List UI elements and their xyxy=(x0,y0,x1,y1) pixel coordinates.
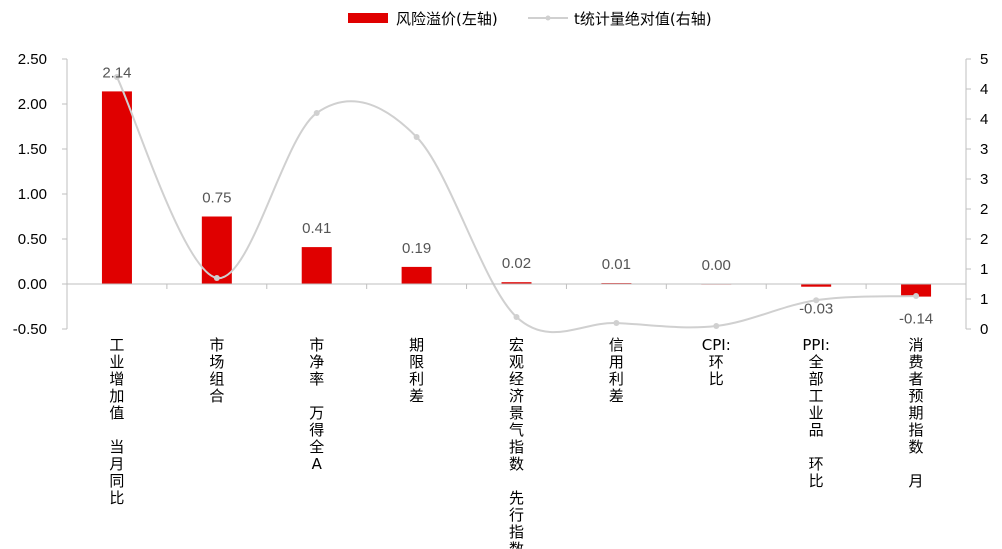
category-label: CPI:环比 xyxy=(702,336,731,388)
bar-value-label: 2.14 xyxy=(102,64,131,81)
category-label: PPI:全部工业品 环比 xyxy=(802,336,830,490)
line-point xyxy=(413,134,420,140)
line-path xyxy=(116,76,917,333)
left-axis: -0.50 0.00 0.50 1.00 1.50 2.00 2.50 xyxy=(13,51,68,338)
bar-value-label: 0.02 xyxy=(502,255,531,272)
line-point xyxy=(913,293,920,299)
bar-value-label: 0.75 xyxy=(202,190,231,207)
left-tick-label: 0.00 xyxy=(18,276,47,293)
bar-series xyxy=(101,91,932,297)
right-tick-label: 1 xyxy=(980,291,988,308)
bar-value-label: 0.00 xyxy=(702,257,731,274)
left-tick-label: 2.00 xyxy=(18,96,47,113)
legend: 风险溢价(左轴) t统计量绝对值(右轴) xyxy=(348,10,712,28)
left-tick-label: 1.00 xyxy=(18,186,47,203)
right-tick-label: 3 xyxy=(980,171,988,188)
category-label: 市场组合 xyxy=(209,336,224,405)
category-label: 工业增加值 当月同比 xyxy=(109,336,124,507)
line-point xyxy=(313,110,320,116)
right-tick-label: 2 xyxy=(980,231,988,248)
left-tick-label: -0.50 xyxy=(13,321,47,338)
category-label: 期限利差 xyxy=(409,336,424,405)
category-label: 市净率 万得全 A xyxy=(309,336,324,473)
bar xyxy=(901,284,932,297)
line-point xyxy=(613,320,620,326)
line-point xyxy=(113,74,120,80)
line-point xyxy=(513,314,520,320)
right-tick-label: 1 xyxy=(980,261,988,278)
bar xyxy=(301,247,332,284)
right-tick-label: 4 xyxy=(980,81,988,98)
left-tick-label: 1.50 xyxy=(18,141,47,158)
left-tick-label: 2.50 xyxy=(18,51,47,68)
bar-value-label: 0.01 xyxy=(602,256,631,273)
right-tick-label: 3 xyxy=(980,141,988,158)
data-labels: 2.14 0.75 0.41 0.19 0.02 0.01 0.00 -0.03 -0.14 xyxy=(102,64,933,327)
right-tick-label: 5 xyxy=(980,51,988,68)
legend-label-line: t统计量绝对值(右轴) xyxy=(574,10,712,28)
bar-value-label: -0.03 xyxy=(799,301,833,318)
x-axis: 工业增加值 当月同比 市场组合 市净率 万得全 A 期限利差 宏观经济景气指数 先行指数 信… xyxy=(66,283,967,549)
right-tick-label: 4 xyxy=(980,111,988,128)
line-series xyxy=(113,74,920,333)
category-label: 宏观经济景气指数 先行指数 xyxy=(509,336,524,549)
bar-value-label: -0.14 xyxy=(899,311,933,328)
category-label: 消费者预期指数 月 xyxy=(909,336,924,490)
bar xyxy=(501,282,532,284)
right-tick-label: 2 xyxy=(980,201,988,218)
bar xyxy=(101,91,132,285)
left-tick-label: 0.50 xyxy=(18,231,47,248)
line-point xyxy=(213,275,220,281)
legend-swatch-marker xyxy=(545,15,551,21)
bar xyxy=(401,266,432,284)
line-point xyxy=(813,297,820,304)
bar-value-label: 0.19 xyxy=(402,240,431,257)
right-tick-label: 0 xyxy=(980,321,988,338)
legend-label-bar: 风险溢价(左轴) xyxy=(396,10,498,28)
line-point xyxy=(713,323,720,329)
bar xyxy=(801,284,832,287)
category-label: 信用利差 xyxy=(609,336,624,405)
legend-swatch-bar xyxy=(348,13,388,23)
bar-value-label: 0.41 xyxy=(302,220,331,237)
right-axis: 0 1 1 2 2 3 3 4 4 5 xyxy=(965,51,988,338)
